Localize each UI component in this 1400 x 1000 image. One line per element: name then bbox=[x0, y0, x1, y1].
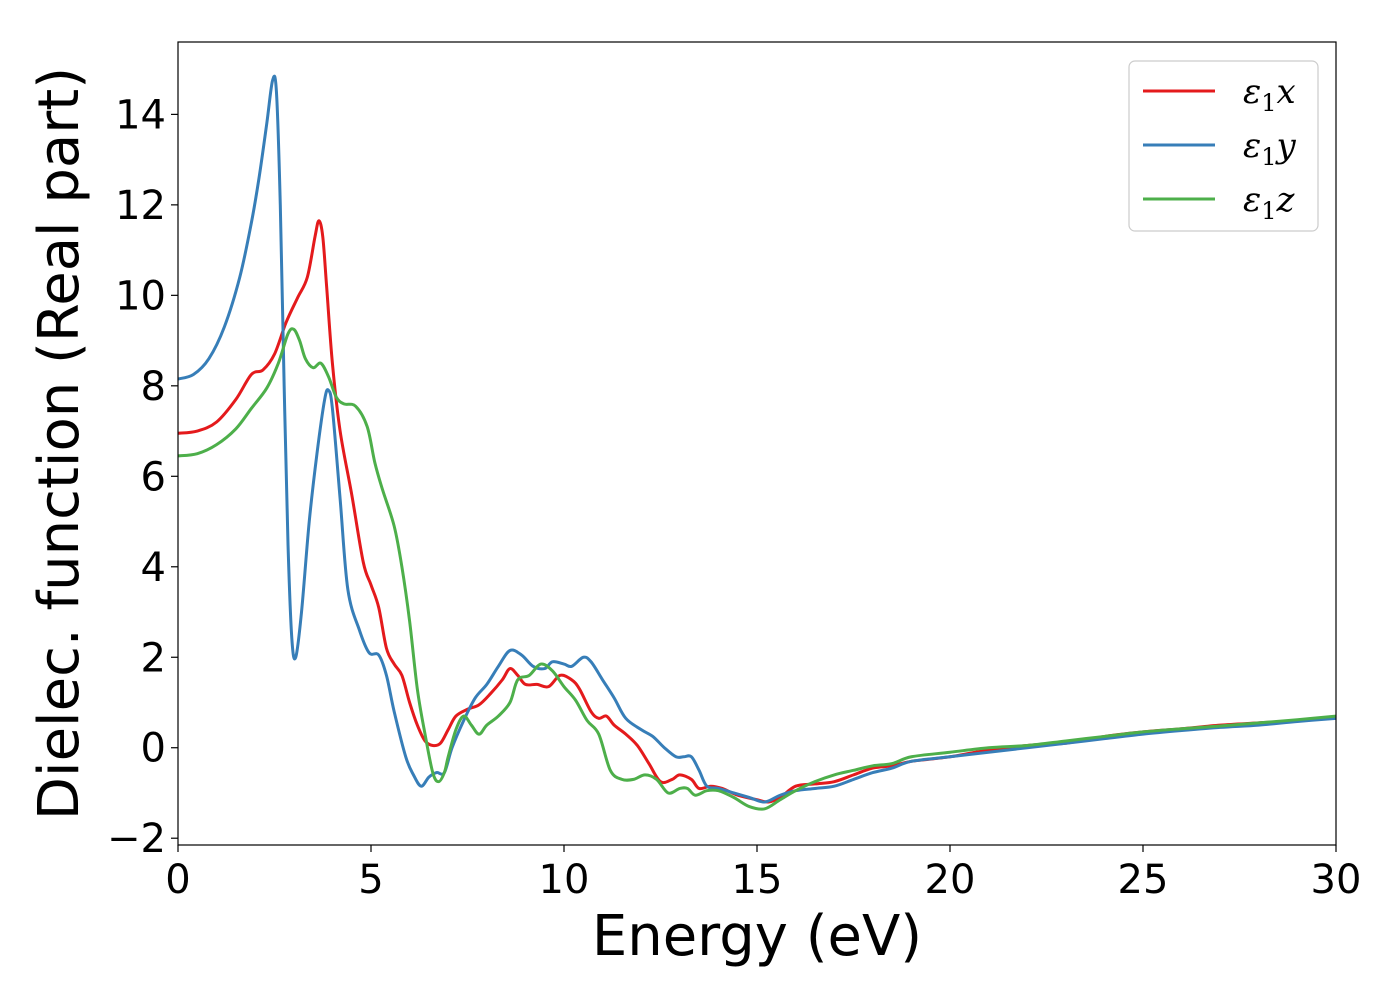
y-tick-label: 12 bbox=[115, 183, 166, 229]
x-tick-label: 10 bbox=[539, 857, 590, 903]
y-tick-label: 8 bbox=[141, 364, 166, 410]
legend-label: ε1y bbox=[1243, 126, 1297, 171]
x-tick-label: 20 bbox=[925, 857, 976, 903]
y-tick-label: 6 bbox=[141, 454, 166, 500]
x-axis-label: Energy (eV) bbox=[592, 904, 922, 969]
x-tick-label: 25 bbox=[1118, 857, 1169, 903]
legend: ε1x ε1y ε1z bbox=[1128, 60, 1319, 232]
legend-box bbox=[1128, 60, 1319, 232]
x-tick-label: 30 bbox=[1311, 857, 1362, 903]
y-tick-label: 14 bbox=[115, 92, 166, 138]
y-tick-label: 2 bbox=[141, 635, 166, 681]
y-tick-label: 10 bbox=[115, 273, 166, 319]
y-tick-label: 4 bbox=[141, 545, 166, 591]
legend-label: ε1z bbox=[1243, 180, 1296, 225]
series-line-3 bbox=[178, 327, 1336, 811]
x-tick-label: 0 bbox=[165, 857, 190, 903]
y-tick-label: 0 bbox=[141, 726, 166, 772]
plot-area bbox=[178, 74, 1336, 811]
y-tick-label: −2 bbox=[107, 816, 166, 862]
series-line-1 bbox=[178, 219, 1336, 804]
y-axis-label: Dielec. function (Real part) bbox=[27, 67, 92, 820]
x-tick-label: 5 bbox=[358, 857, 383, 903]
series-line-2 bbox=[178, 74, 1336, 804]
x-tick-label: 15 bbox=[732, 857, 783, 903]
legend-label: ε1x bbox=[1243, 72, 1296, 117]
